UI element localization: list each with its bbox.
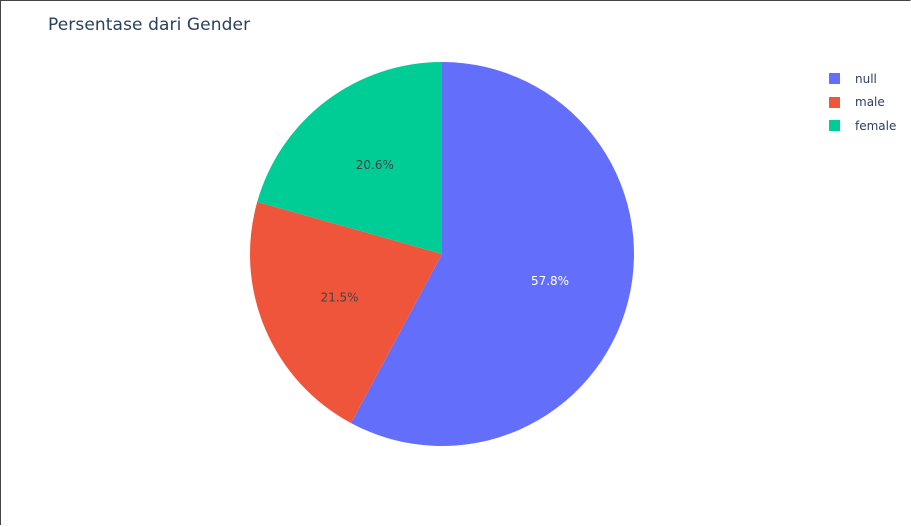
legend-item-male[interactable]: male (829, 91, 896, 115)
legend-label-female: female (855, 118, 897, 133)
pie-slice-female[interactable] (257, 62, 442, 254)
legend: null male female (829, 67, 896, 138)
legend-swatch-female (829, 120, 840, 132)
pie-slice-male[interactable] (249, 201, 442, 424)
legend-swatch-male (829, 96, 840, 108)
pie-slice-null[interactable] (351, 62, 635, 446)
pie-slices (249, 62, 635, 446)
pie-label-male: 21.5% (320, 291, 358, 305)
legend-label-null: null (855, 71, 877, 86)
legend-item-null[interactable]: null (829, 67, 896, 91)
pie-label-female: 20.6% (356, 158, 394, 172)
legend-swatch-null (829, 73, 840, 85)
chart-title: Persentase dari Gender (48, 15, 251, 35)
pie-slice-labels: 57.8% 21.5% 20.6% (320, 158, 569, 304)
legend-item-female[interactable]: female (829, 114, 896, 138)
legend-label-male: male (855, 95, 885, 110)
pie-label-null: 57.8% (531, 274, 569, 288)
